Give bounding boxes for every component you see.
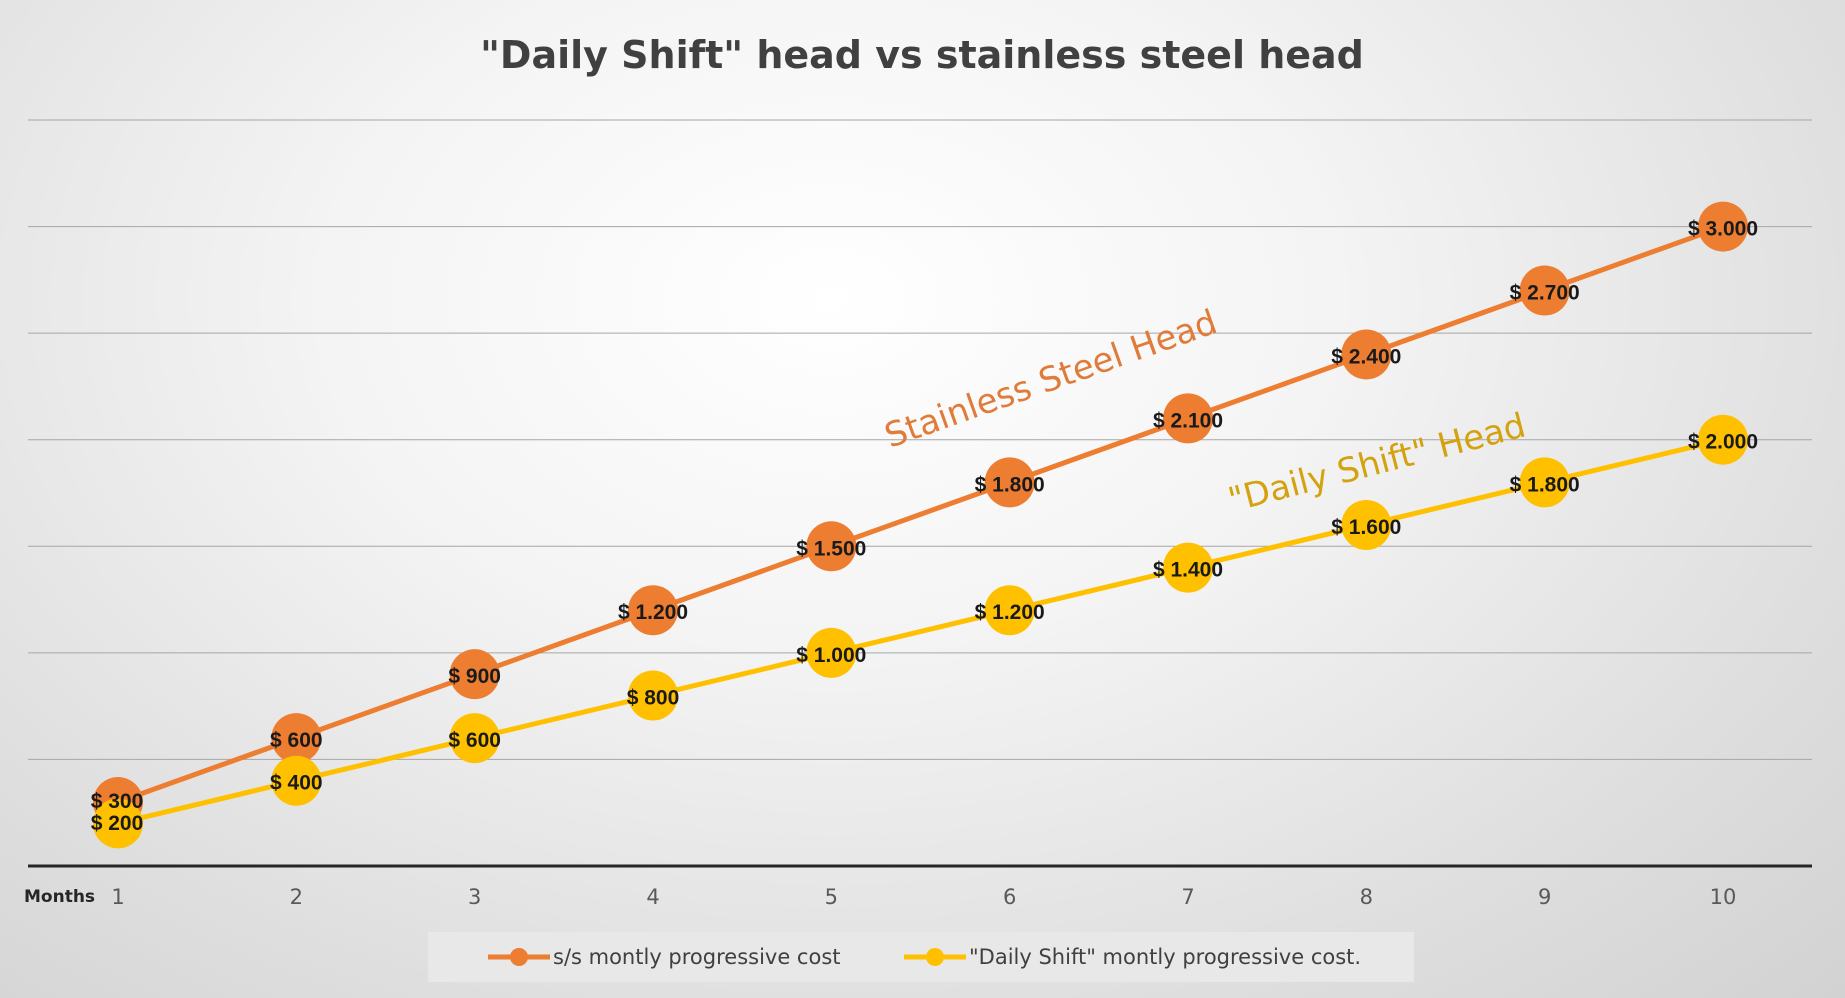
x-tick-label: 10 [1710,885,1737,909]
data-label: $ 2.100 [1153,409,1223,432]
data-label: $ 600 [270,729,323,752]
x-tick-label: 2 [290,885,303,909]
data-label: $ 1.800 [1510,473,1580,496]
legend-marker-ds [926,948,944,966]
legend: s/s montly progressive cost "Daily Shift… [428,932,1414,982]
data-label: $ 600 [448,729,501,752]
data-point [1163,393,1213,444]
data-label: $ 2.000 [1688,431,1758,454]
x-axis: 1 2 3 4 5 6 7 8 9 10 [28,864,1812,909]
data-point [806,627,857,678]
gridlines [28,119,1812,760]
data-point [628,585,678,636]
data-point [449,713,500,764]
legend-marker-ss [510,948,528,966]
x-tick-label: 9 [1538,885,1551,909]
data-label: $ 2.400 [1331,345,1401,368]
x-tick-label: 6 [1003,885,1016,909]
data-point [806,521,857,572]
data-label: $ 3.000 [1688,218,1758,241]
series-lines [117,224,1724,826]
series-line-ss [117,224,1724,805]
data-label: $ 1.500 [796,537,866,560]
data-label: $ 2.700 [1510,282,1580,305]
data-point [271,713,322,764]
data-label: $ 1.000 [796,644,866,667]
data-label: $ 800 [627,686,680,709]
data-label: $ 300 [91,790,144,813]
data-label: $ 400 [270,772,323,795]
x-tick-label: 1 [111,885,124,909]
data-point [1698,201,1748,252]
data-point [449,649,500,700]
legend-label-ss: s/s montly progressive cost [553,945,841,969]
data-label: $ 900 [448,665,501,688]
data-point [628,670,678,721]
series-line-daily-shift [117,437,1724,826]
data-labels: $ 300 $ 600 $ 900 $ 1.200 $ 1.500 $ 1.800 $ 2.… [91,218,1758,835]
data-point [984,585,1035,636]
data-label: $ 200 [91,812,144,835]
x-axis-title: Months [24,887,95,907]
data-point [1163,542,1213,593]
data-point [1341,499,1392,550]
x-tick-label: 8 [1360,885,1373,909]
x-tick-label: 7 [1181,885,1194,909]
data-label: $ 1.800 [975,473,1045,496]
data-point [1341,329,1392,380]
data-point [271,755,322,806]
data-label: $ 1.600 [1331,516,1401,539]
chart-title: "Daily Shift" head vs stainless steel he… [480,33,1364,77]
data-point [1519,457,1570,508]
data-point [984,457,1035,508]
data-point [93,798,143,849]
series-markers [93,201,1748,849]
x-tick-label: 3 [468,885,481,909]
data-label: $ 1.200 [618,601,688,624]
data-point [1698,414,1748,465]
legend-label-ds: "Daily Shift" montly progressive cost. [969,945,1361,969]
data-label: $ 1.400 [1153,559,1223,582]
data-label: $ 1.200 [975,601,1045,624]
data-point [1519,265,1570,316]
x-tick-label: 5 [825,885,838,909]
x-tick-label: 4 [646,885,659,909]
